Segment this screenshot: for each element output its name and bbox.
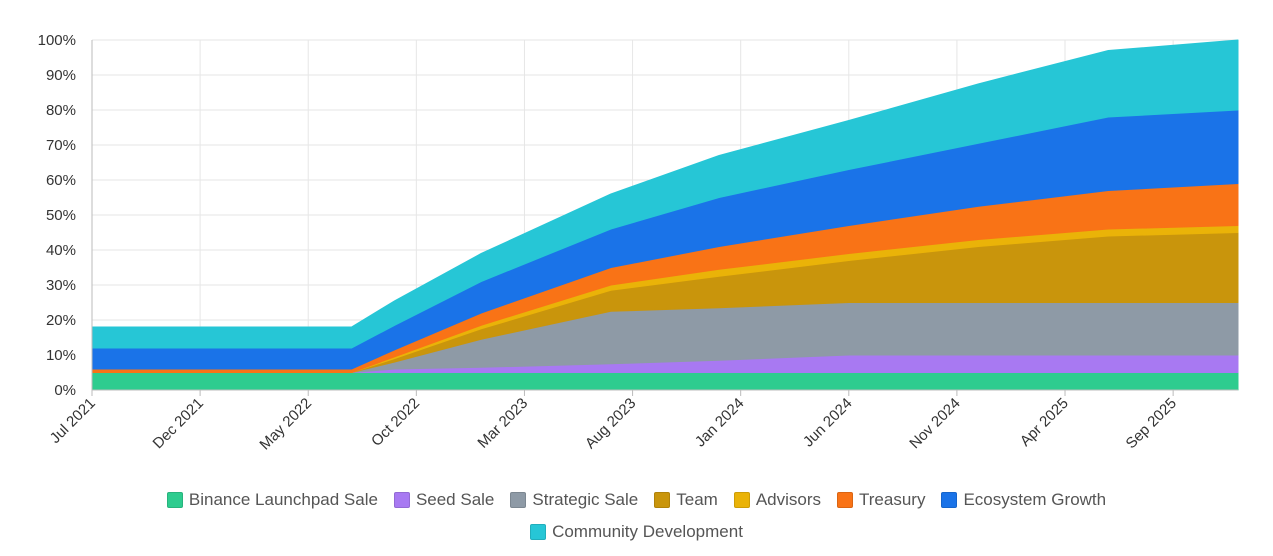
x-tick-label: Mar 2023 [474,395,531,452]
x-tick-label: May 2022 [256,395,315,454]
y-tick-label: 100% [38,32,76,49]
legend-item-treasury[interactable]: Treasury [837,484,925,516]
legend-label: Binance Launchpad Sale [188,490,378,509]
legend-label: Treasury [859,490,926,509]
x-tick-label: Aug 2023 [582,395,639,452]
x-tick-label: Jul 2021 [47,395,99,447]
x-tick-label: Nov 2024 [906,395,963,452]
x-tick-label: Jan 2024 [692,395,748,451]
legend-swatch [393,492,410,508]
x-tick-label: Oct 2022 [368,395,423,450]
stacked-area-chart: 0% 10% 20% 30% 40% 50% 60% 70% 80% 90% 100% Jul 202… [38,32,1239,454]
x-tick-label: Sep 2025 [1123,395,1180,452]
area-community-development[interactable] [91,39,1239,349]
legend-item-advisors[interactable]: Advisors [733,484,821,516]
x-tick-label: Dec 2021 [150,395,207,452]
legend-swatch [837,492,853,508]
area-series-group [91,39,1239,391]
x-tick-label: Jun 2024 [800,395,856,451]
legend: Binance Launchpad Sale Seed Sale Strategic… [0,484,1273,548]
legend-swatch [510,492,527,508]
legend-item-team[interactable]: Team [654,484,718,516]
y-tick-label: 20% [46,312,76,329]
y-tick-label: 50% [46,207,76,224]
y-tick-label: 40% [46,242,76,259]
legend-label: Advisors [755,490,821,509]
y-tick-label: 30% [46,277,76,294]
legend-swatch [166,492,183,508]
y-tick-label: 80% [46,102,76,119]
legend-item-strategic-sale[interactable]: Strategic Sale [510,484,638,516]
x-tick-label: Apr 2025 [1017,395,1072,450]
legend-item-community-development[interactable]: Community Development [530,516,743,548]
legend-swatch [941,492,958,508]
legend-label: Team [676,490,718,509]
area-binance-launchpad-sale[interactable] [91,372,1239,391]
legend-label: Ecosystem Growth [963,490,1107,509]
y-tick-label: 90% [46,67,76,84]
legend-swatch [733,492,750,508]
legend-label: Community Development [552,522,743,541]
legend-row: Binance Launchpad Sale Seed Sale Strategic… [0,484,1273,516]
legend-item-ecosystem-growth[interactable]: Ecosystem Growth [941,484,1106,516]
legend-label: Seed Sale [415,490,495,509]
y-tick-label: 0% [54,382,76,399]
y-tick-label: 10% [46,347,76,364]
legend-swatch [654,492,671,508]
legend-item-binance-launchpad-sale[interactable]: Binance Launchpad Sale [166,484,378,516]
y-tick-label: 70% [46,137,76,154]
legend-label: Strategic Sale [532,490,639,509]
legend-swatch [530,524,547,540]
legend-item-seed-sale[interactable]: Seed Sale [393,484,495,516]
legend-row: Community Development [0,516,1273,548]
y-tick-label: 60% [46,172,76,189]
